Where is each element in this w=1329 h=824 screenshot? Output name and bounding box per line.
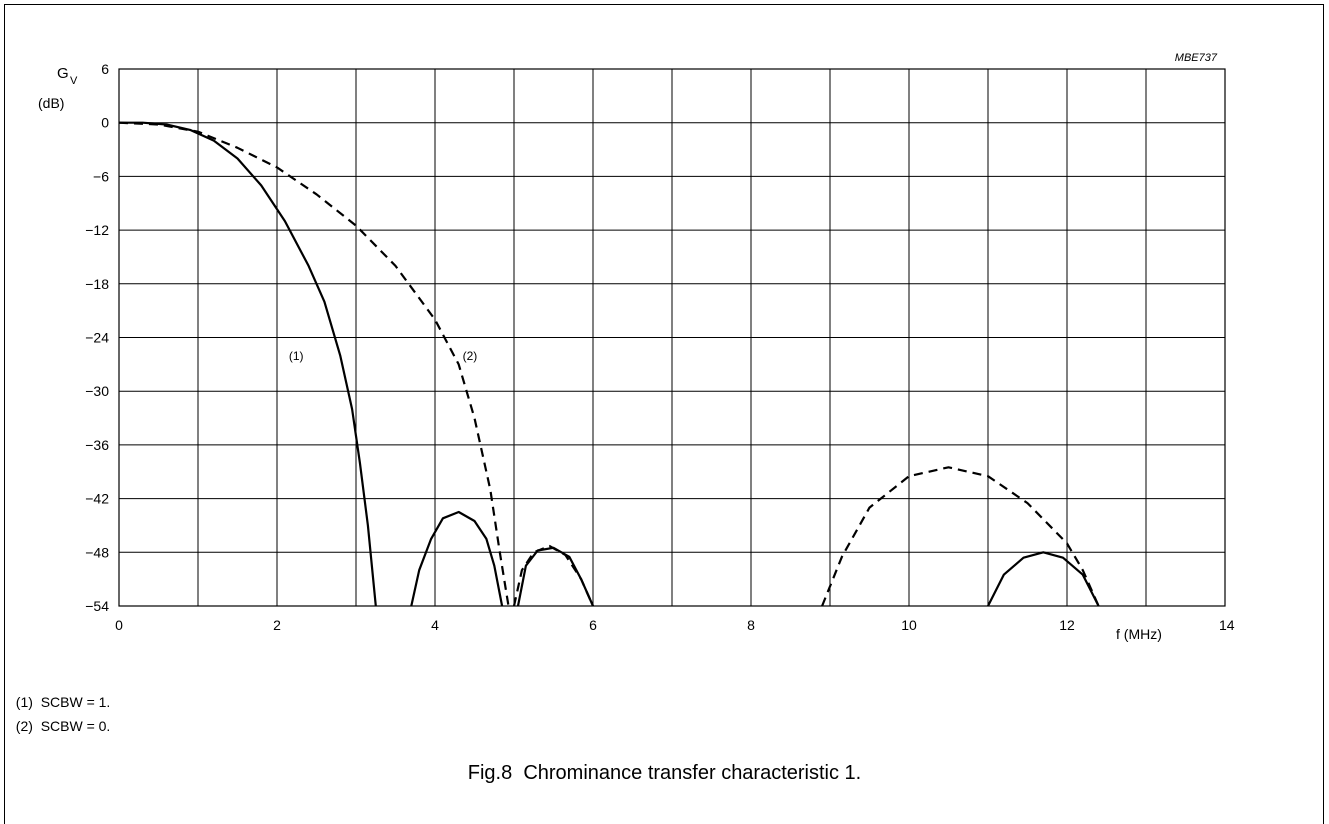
x-tick-label: 12 [1059,617,1075,633]
axes [118,68,1226,607]
series-2-line [118,121,510,607]
y-tick-label: 6 [101,61,109,77]
note-1-text: SCBW = 1. [40,694,111,710]
series-1-line [119,121,377,607]
y-tick-label: −42 [85,491,109,507]
note-2: (2) SCBW = 0. [8,702,111,734]
y-axis-label: G [57,65,69,82]
labels: 6 0 −6 −12 −18 −24 −30 −36 −42 −48 −54 0 2 4 6 8 10 12 14 G… [38,52,1235,642]
x-tick-label: 14 [1219,617,1235,633]
x-tick-label: 2 [273,617,281,633]
series-group [118,121,1100,607]
x-axis-label: f (MHz) [1116,626,1162,642]
x-tick-label: 6 [589,617,597,633]
note-1: (1) SCBW = 1. [8,678,111,710]
series-2-line [512,544,595,607]
y-tick-label: −24 [85,330,109,346]
y-tick-label: −30 [85,383,109,399]
x-tick-label: 10 [901,617,917,633]
note-2-text: SCBW = 0. [40,718,111,734]
series-2-line [821,466,1100,607]
y-tick-label: −6 [93,168,109,184]
y-tick-label: 0 [101,115,109,131]
figure-caption: Fig.8 Chrominance transfer characteristi… [467,762,862,784]
y-tick-label: −18 [85,276,109,292]
series-1-line [516,546,595,607]
series-1-label: (1) [289,349,304,363]
note-2-id: (2) [15,718,33,734]
x-tick-label: 4 [431,617,439,633]
series-1-line [987,551,1100,607]
series-2-label: (2) [463,349,478,363]
x-tick-label: 0 [115,617,123,633]
x-tick-label: 8 [747,617,755,633]
y-tick-label: −48 [85,544,109,560]
figure-frame [4,4,1324,824]
y-tick-label: −36 [85,437,109,453]
y-tick-label: −12 [85,222,109,238]
note-1-id: (1) [15,694,33,710]
grid [118,68,1226,607]
y-axis-unit: (dB) [38,95,64,111]
series-1-line [410,510,504,607]
plot-frame [118,68,1226,607]
y-axis-label-sub: V [70,75,78,87]
y-tick-label: −54 [85,598,109,614]
chart-code: MBE737 [1175,52,1218,64]
